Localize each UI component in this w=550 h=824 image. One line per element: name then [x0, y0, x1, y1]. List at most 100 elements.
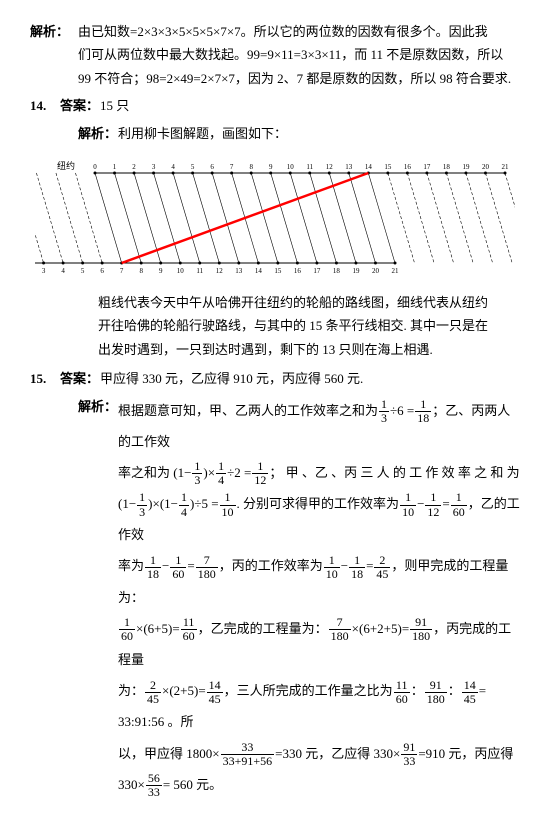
svg-text:5: 5	[81, 267, 85, 275]
fraction: 245	[145, 679, 161, 706]
fraction: 245	[374, 554, 390, 581]
svg-text:3: 3	[152, 163, 156, 171]
text-line: 由已知数=2×3×3×5×5×5×7×7。所以它的两位数的因数有很多个。因此我	[78, 20, 520, 43]
question-number: 14.	[30, 94, 60, 117]
text-line: 们可从两位数中最大数找起。99=9×11=3×3×11，而 11 不是原数因数，…	[78, 43, 520, 66]
answer-label: 答案：	[60, 94, 100, 117]
svg-text:1: 1	[113, 163, 117, 171]
q13-analysis: 解析： 由已知数=2×3×3×5×5×5×7×7。所以它的两位数的因数有很多个。…	[30, 20, 520, 90]
svg-text:9: 9	[159, 267, 163, 275]
svg-text:13: 13	[345, 163, 353, 171]
fraction: 13	[192, 460, 202, 487]
fraction: 1445	[462, 679, 478, 706]
svg-text:13: 13	[235, 267, 243, 275]
svg-text:17: 17	[423, 163, 431, 171]
svg-text:19: 19	[462, 163, 470, 171]
liuka-diagram: 0011223344556677889910101111121213131414…	[35, 153, 515, 283]
svg-text:12: 12	[326, 163, 334, 171]
svg-text:18: 18	[333, 267, 341, 275]
fraction: 14	[179, 491, 189, 518]
fraction: 160	[170, 554, 186, 581]
text-line: 率之和为 (1−13)×14÷2 =112； 甲 、乙 、丙 三 人 的 工 作…	[118, 457, 520, 488]
analysis-label: 解析：	[30, 20, 78, 90]
svg-text:6: 6	[210, 163, 214, 171]
question-number: 15.	[30, 367, 60, 390]
fraction: 3333+91+56	[221, 741, 275, 768]
fraction: 110	[220, 491, 236, 518]
fraction: 118	[145, 554, 161, 581]
svg-text:5: 5	[191, 163, 195, 171]
svg-text:15: 15	[274, 267, 282, 275]
fraction: 5633	[146, 772, 162, 799]
svg-text:21: 21	[502, 163, 510, 171]
analysis-text: 利用柳卡图解题，画图如下：	[118, 122, 520, 145]
svg-text:17: 17	[313, 267, 321, 275]
svg-text:10: 10	[287, 163, 295, 171]
svg-text:7: 7	[120, 267, 124, 275]
text-line: 为：245×(2+5)=1445，三人所完成的工作量之比为1160：91180：…	[118, 675, 520, 737]
text-line: 率为118−160=7180，丙的工作效率为110−118=245，则甲完成的工…	[118, 550, 520, 612]
answer-label: 答案：	[60, 367, 100, 390]
text-line: (1−13)×(1−14)÷5 =110. 分别可求得甲的工作效率为110−11…	[118, 488, 520, 550]
svg-text:8: 8	[139, 267, 143, 275]
q15-body: 根据题意可知，甲、乙两人的工作效率之和为13÷6 =118；乙、丙两人的工作效 …	[118, 395, 520, 800]
q13-content: 由已知数=2×3×3×5×5×5×7×7。所以它的两位数的因数有很多个。因此我 …	[78, 20, 520, 90]
svg-text:纽约: 纽约	[57, 160, 75, 171]
svg-text:15: 15	[384, 163, 392, 171]
svg-text:14: 14	[365, 163, 373, 171]
svg-text:2: 2	[132, 163, 136, 171]
fraction: 118	[415, 398, 431, 425]
fraction: 112	[252, 460, 268, 487]
svg-text:8: 8	[249, 163, 253, 171]
fraction: 160	[119, 616, 135, 643]
svg-text:7: 7	[230, 163, 234, 171]
q15-answer-row: 15. 答案： 甲应得 330 元，乙应得 910 元，丙应得 560 元.	[30, 367, 520, 390]
fraction: 9133	[401, 741, 417, 768]
q15-analysis-row: 解析： 根据题意可知，甲、乙两人的工作效率之和为13÷6 =118；乙、丙两人的…	[30, 395, 520, 800]
text-line: 根据题意可知，甲、乙两人的工作效率之和为13÷6 =118；乙、丙两人的工作效	[118, 395, 520, 457]
fraction: 7180	[196, 554, 218, 581]
fraction: 13	[379, 398, 389, 425]
svg-text:19: 19	[352, 267, 360, 275]
svg-text:20: 20	[372, 267, 380, 275]
fraction: 14	[216, 460, 226, 487]
answer-text: 甲应得 330 元，乙应得 910 元，丙应得 560 元.	[100, 367, 520, 390]
fraction: 110	[400, 491, 416, 518]
svg-text:4: 4	[61, 267, 65, 275]
svg-text:10: 10	[177, 267, 185, 275]
fraction: 160	[451, 491, 467, 518]
fraction: 7180	[329, 616, 351, 643]
fraction: 1445	[207, 679, 223, 706]
text-line: 以，甲应得 1800×3333+91+56=330 元，乙应得 330×9133…	[118, 738, 520, 769]
text-line: 99 不符合；98=2×49=2×7×7，因为 2、7 都是原数的因数，所以 9…	[78, 67, 520, 90]
analysis-label: 解析：	[78, 122, 118, 145]
fraction: 91180	[425, 679, 447, 706]
svg-text:11: 11	[306, 163, 313, 171]
svg-text:12: 12	[216, 267, 224, 275]
svg-text:9: 9	[269, 163, 273, 171]
svg-text:11: 11	[196, 267, 203, 275]
text-line: 330×5633= 560 元。	[118, 769, 520, 800]
fraction: 13	[137, 491, 147, 518]
q14-analysis-row: 解析： 利用柳卡图解题，画图如下：	[30, 122, 520, 145]
fraction: 1160	[394, 679, 410, 706]
svg-text:21: 21	[392, 267, 400, 275]
svg-text:4: 4	[171, 163, 175, 171]
svg-text:6: 6	[100, 267, 104, 275]
svg-text:20: 20	[482, 163, 490, 171]
fraction: 91180	[410, 616, 432, 643]
q14-answer-row: 14. 答案： 15 只	[30, 94, 520, 117]
svg-text:14: 14	[255, 267, 262, 275]
svg-text:18: 18	[443, 163, 451, 171]
fraction: 118	[349, 554, 365, 581]
analysis-label: 解析：	[78, 395, 118, 800]
fraction: 112	[425, 491, 441, 518]
svg-text:16: 16	[294, 267, 302, 275]
answer-text: 15 只	[100, 94, 520, 117]
fraction: 1160	[181, 616, 197, 643]
svg-text:3: 3	[42, 267, 46, 275]
text-line: 160×(6+5)=1160，乙完成的工程量为：7180×(6+2+5)=911…	[118, 613, 520, 675]
diagram-caption: 粗线代表今天中午从哈佛开往纽约的轮船的路线图，细线代表从纽约开往哈佛的轮船行驶路…	[30, 291, 520, 361]
fraction: 110	[324, 554, 340, 581]
svg-text:0: 0	[93, 163, 97, 171]
